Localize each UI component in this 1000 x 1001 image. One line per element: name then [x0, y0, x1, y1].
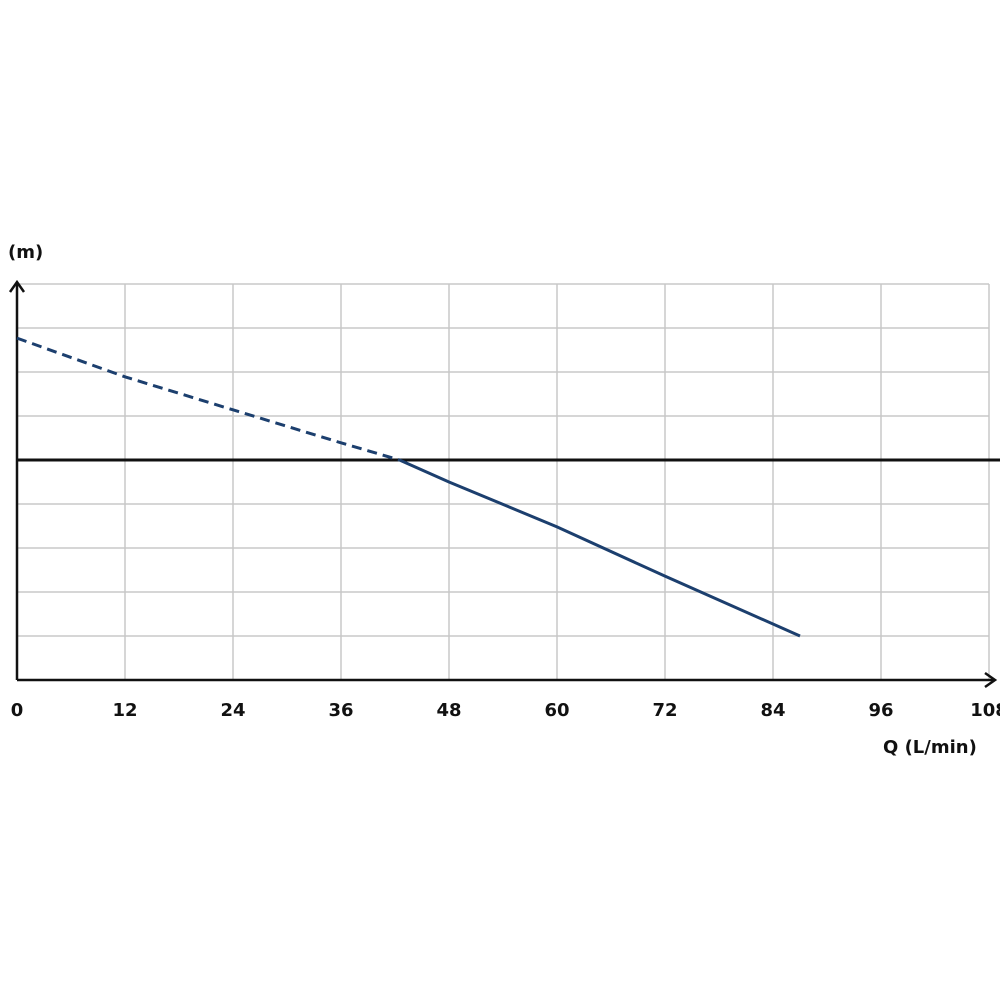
- x-tick-label: 60: [544, 700, 569, 721]
- x-tick-label: 12: [112, 700, 137, 721]
- curve: [16, 336, 400, 462]
- x-tick-label: 108: [970, 700, 1000, 721]
- x-tick-label: 84: [760, 700, 785, 721]
- x-tick-label: 24: [220, 700, 245, 721]
- y-axis-arrow: [8, 279, 26, 293]
- x-axis-arrow: [984, 671, 998, 689]
- x-tick-label: 72: [652, 700, 677, 721]
- x-tick-label: 36: [328, 700, 353, 721]
- y-axis-label: (m): [8, 242, 43, 263]
- x-tick-label: 48: [436, 700, 461, 721]
- x-tick-label: 96: [868, 700, 893, 721]
- x-tick-label: 0: [11, 700, 24, 721]
- x-axis-label: Q (L/min): [883, 737, 977, 758]
- curve: [398, 458, 801, 638]
